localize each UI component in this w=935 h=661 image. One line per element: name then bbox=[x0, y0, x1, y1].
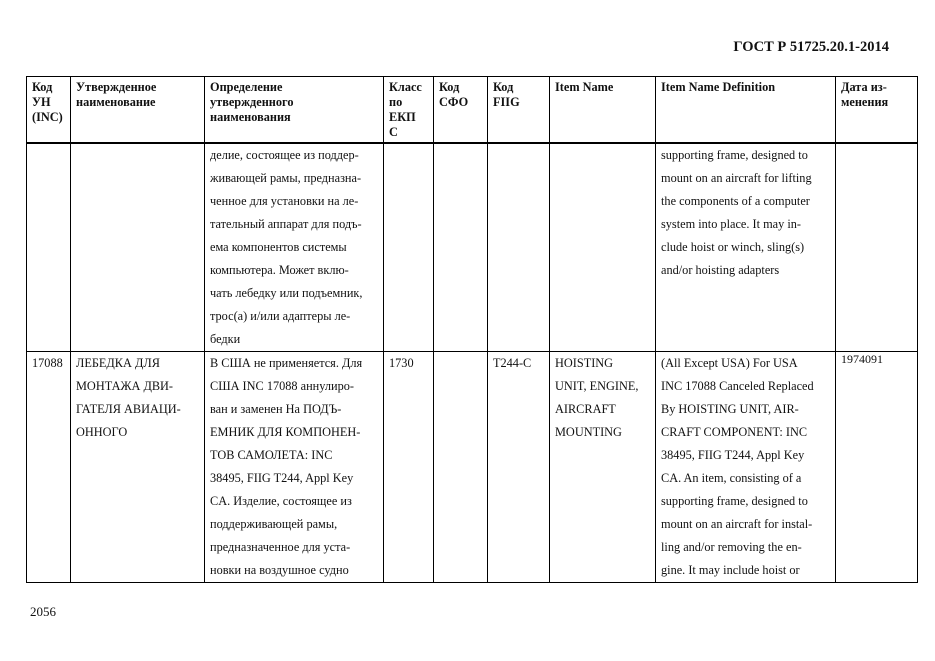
col-item-name-definition: Item Name Definition bbox=[655, 76, 836, 144]
cell-change-date: 1974091 bbox=[835, 351, 918, 583]
page-number: 2056 bbox=[30, 604, 56, 619]
cell-sfo bbox=[433, 142, 488, 352]
cell-class bbox=[383, 142, 434, 352]
cell-item-name-definition: supporting frame, designed to mount on a… bbox=[655, 142, 836, 352]
table-header-row: Код УН (INC) Утвержденное наименование О… bbox=[26, 76, 918, 144]
cell-inc: 17088 bbox=[26, 351, 71, 583]
col-inc-code: Код УН (INC) bbox=[26, 76, 71, 144]
cell-item-name-definition: (All Except USA) For USA INC 17088 Cance… bbox=[655, 351, 836, 583]
cell-definition: В США не применяется. Для США INC 17088 … bbox=[204, 351, 384, 583]
cell-inc bbox=[26, 142, 71, 352]
cell-sfo bbox=[433, 351, 488, 583]
cell-definition: делие, состоящее из поддер- живающей рам… bbox=[204, 142, 384, 352]
table-row: 17088 ЛЕБЕДКА ДЛЯ МОНТАЖА ДВИ- ГАТЕЛЯ АВ… bbox=[26, 351, 918, 583]
col-fiig-code: Код FIIG bbox=[487, 76, 550, 144]
col-item-name: Item Name bbox=[549, 76, 656, 144]
col-class: Класс по ЕКП С bbox=[383, 76, 434, 144]
col-change-date: Дата из- менения bbox=[835, 76, 918, 144]
cell-fiig bbox=[487, 142, 550, 352]
cell-fiig: T244-C bbox=[487, 351, 550, 583]
cell-item-name: HOISTING UNIT, ENGINE, AIRCRAFT MOUNTING bbox=[549, 351, 656, 583]
cell-approved-name: ЛЕБЕДКА ДЛЯ МОНТАЖА ДВИ- ГАТЕЛЯ АВИАЦИ- … bbox=[70, 351, 205, 583]
document-title: ГОСТ Р 51725.20.1-2014 bbox=[733, 39, 889, 55]
cell-class: 1730 bbox=[383, 351, 434, 583]
col-definition: Определение утвержденного наименования bbox=[204, 76, 384, 144]
table-row: делие, состоящее из поддер- живающей рам… bbox=[26, 142, 918, 352]
cell-item-name bbox=[549, 142, 656, 352]
cell-change-date bbox=[835, 142, 918, 352]
col-sfo-code: Код СФО bbox=[433, 76, 488, 144]
item-names-table: Код УН (INC) Утвержденное наименование О… bbox=[26, 76, 918, 583]
col-approved-name: Утвержденное наименование bbox=[70, 76, 205, 144]
cell-approved-name bbox=[70, 142, 205, 352]
